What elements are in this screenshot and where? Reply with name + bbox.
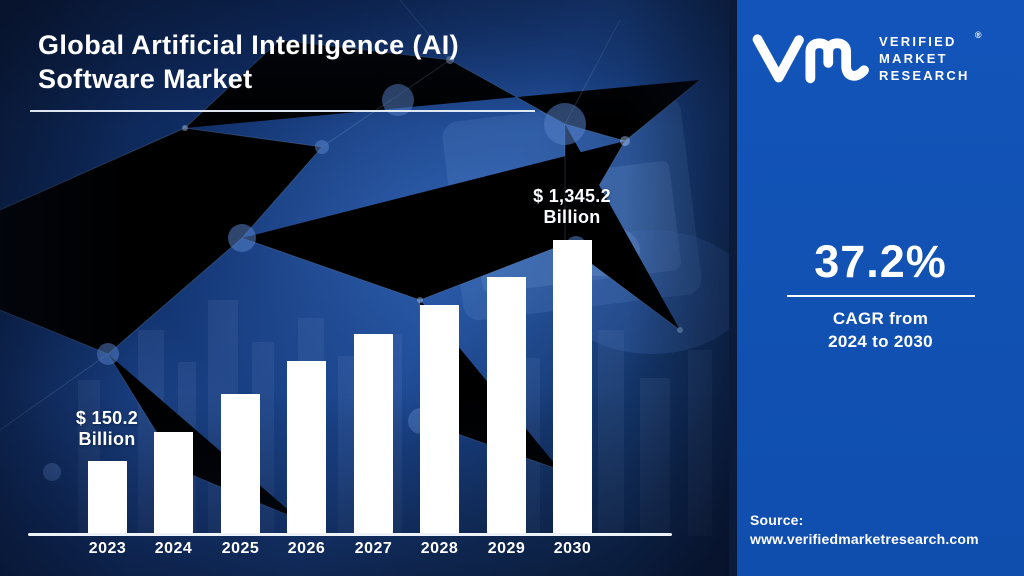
x-tick-2025: 2025 (221, 540, 260, 557)
cagr-caption-line1: CAGR from (832, 309, 929, 328)
brand-word-3: RESEARCH (879, 67, 970, 83)
cagr-caption-line2: 2024 to 2030 (828, 332, 933, 351)
brand-word-2: MARKET (879, 50, 948, 66)
cagr-divider (786, 295, 975, 297)
value-label-2030-amount: $ 1,345.2 (533, 186, 611, 206)
registered-trademark-icon: ® (974, 29, 982, 40)
value-label-2023-amount: $ 150.2 (75, 408, 139, 428)
value-label-2030-unit: Billion (543, 207, 601, 227)
source-attribution: Source: www.verifiedmarketresearch.com (750, 511, 979, 549)
bar-chart: 2023 2024 2025 2026 2027 2028 2029 2030 (88, 240, 592, 557)
x-tick-2027: 2027 (354, 540, 393, 557)
section-divider (729, 0, 737, 576)
x-tick-2029: 2029 (487, 540, 526, 557)
brand-panel: ® VERIFIED MARKET RESEARCH 37.2% CAGR fr… (737, 0, 1024, 576)
title-underline (30, 110, 535, 112)
brand-wordmark: ® VERIFIED MARKET RESEARCH (879, 30, 982, 84)
chart-section: Global Artificial Intelligence (AI) Soft… (0, 0, 729, 576)
x-tick-2024: 2024 (154, 540, 193, 557)
bar-2024 (154, 432, 193, 535)
page-title-line1: Global Artificial Intelligence (AI) (38, 30, 460, 60)
x-tick-2023: 2023 (88, 540, 127, 557)
brand-word-1: VERIFIED (879, 33, 957, 49)
cagr-stat: 37.2% CAGR from 2024 to 2030 (737, 238, 1024, 353)
source-url: www.verifiedmarketresearch.com (750, 531, 979, 547)
bar-2029 (487, 277, 526, 535)
bar-2026 (287, 361, 326, 535)
value-label-2023: $ 150.2 Billion (76, 408, 138, 450)
x-tick-2030: 2030 (553, 540, 592, 557)
page-title: Global Artificial Intelligence (AI) Soft… (38, 28, 459, 96)
vmr-logo-icon (752, 34, 869, 84)
bar-2023 (88, 461, 127, 535)
bar-2030 (553, 240, 592, 535)
value-label-2023-unit: Billion (78, 429, 136, 449)
bar-2028 (420, 305, 459, 535)
value-label-2030: $ 1,345.2 Billion (533, 186, 611, 228)
cagr-value: 37.2% (814, 236, 947, 287)
x-axis-line (28, 533, 672, 536)
bar-2027 (354, 334, 393, 535)
x-tick-2026: 2026 (287, 540, 326, 557)
page-title-line2: Software Market (38, 64, 253, 94)
brand-logo: ® VERIFIED MARKET RESEARCH (751, 28, 982, 88)
bar-2025 (221, 394, 260, 535)
source-label: Source: (750, 512, 804, 528)
x-tick-2028: 2028 (420, 540, 459, 557)
